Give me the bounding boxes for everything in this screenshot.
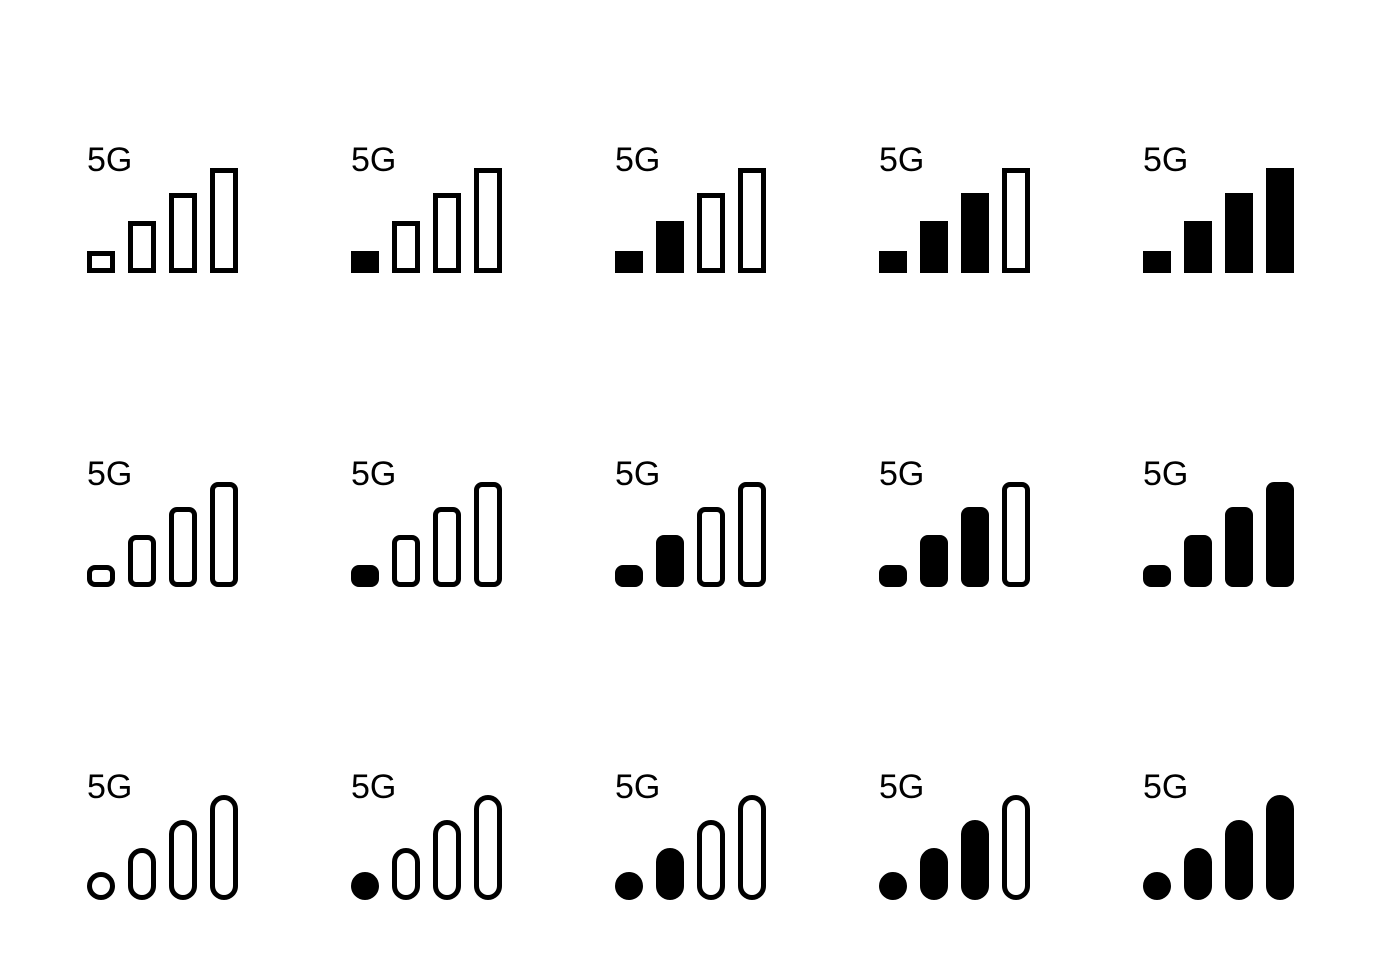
- signal-5g-pill-0-icon: 5G: [87, 770, 257, 900]
- signal-5g-sharp-0-icon: 5G: [87, 143, 257, 273]
- signal-5g-soft-3-icon: 5G: [879, 457, 1049, 587]
- signal-5g-soft-2-icon: 5G: [615, 457, 785, 587]
- signal-icon-cell: 5G: [852, 393, 1076, 586]
- signal-bars: [615, 168, 785, 273]
- signal-icon-cell: 5G: [588, 80, 812, 273]
- signal-5g-soft-1-icon: 5G: [351, 457, 521, 587]
- signal-bars: [1143, 168, 1313, 273]
- signal-bars: [351, 482, 521, 587]
- signal-icon-cell: 5G: [324, 393, 548, 586]
- signal-bars: [879, 482, 1049, 587]
- signal-bars: [351, 168, 521, 273]
- signal-5g-pill-1-icon: 5G: [351, 770, 521, 900]
- signal-icon-cell: 5G: [588, 393, 812, 586]
- signal-icon-cell: 5G: [324, 707, 548, 900]
- signal-5g-soft-4-icon: 5G: [1143, 457, 1313, 587]
- signal-icon-cell: 5G: [588, 707, 812, 900]
- signal-5g-pill-4-icon: 5G: [1143, 770, 1313, 900]
- signal-icon-cell: 5G: [1116, 393, 1340, 586]
- signal-5g-pill-2-icon: 5G: [615, 770, 785, 900]
- signal-icon-cell: 5G: [60, 707, 284, 900]
- signal-icon-cell: 5G: [852, 80, 1076, 273]
- signal-icon-cell: 5G: [324, 80, 548, 273]
- signal-5g-sharp-4-icon: 5G: [1143, 143, 1313, 273]
- signal-icon-grid: 5G 5G 5G 5G 5G: [60, 80, 1340, 900]
- signal-bars: [1143, 795, 1313, 900]
- signal-icon-cell: 5G: [852, 707, 1076, 900]
- signal-bars: [87, 168, 257, 273]
- signal-bars: [87, 482, 257, 587]
- signal-bars: [615, 795, 785, 900]
- signal-bars: [87, 795, 257, 900]
- signal-icon-cell: 5G: [1116, 707, 1340, 900]
- signal-bars: [1143, 482, 1313, 587]
- signal-5g-sharp-2-icon: 5G: [615, 143, 785, 273]
- signal-icon-cell: 5G: [60, 393, 284, 586]
- signal-bars: [351, 795, 521, 900]
- signal-bars: [879, 168, 1049, 273]
- signal-5g-soft-0-icon: 5G: [87, 457, 257, 587]
- signal-bars: [615, 482, 785, 587]
- signal-bars: [879, 795, 1049, 900]
- signal-5g-sharp-1-icon: 5G: [351, 143, 521, 273]
- signal-icon-cell: 5G: [1116, 80, 1340, 273]
- signal-icon-cell: 5G: [60, 80, 284, 273]
- signal-5g-pill-3-icon: 5G: [879, 770, 1049, 900]
- signal-5g-sharp-3-icon: 5G: [879, 143, 1049, 273]
